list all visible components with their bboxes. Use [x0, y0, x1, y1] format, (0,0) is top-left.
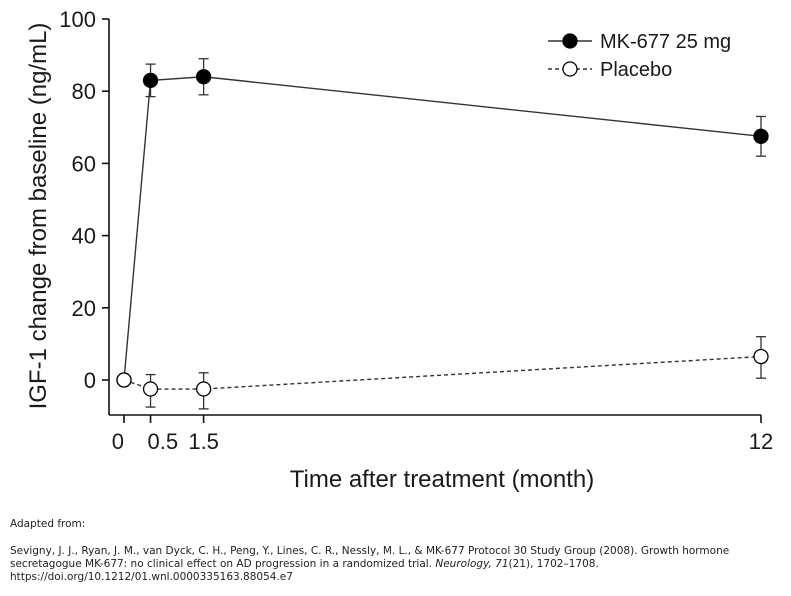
data-point — [195, 381, 212, 397]
series-line — [123, 355, 762, 390]
chart: 0 20 40 60 80 100 0 0.5 1.5 12 MK-677 25 mg Place… — [25, 7, 773, 493]
data-point — [753, 128, 769, 144]
data-point — [142, 72, 159, 89]
data-point — [116, 372, 132, 388]
data-point — [753, 348, 769, 365]
x-tick-label: 12 — [749, 429, 773, 454]
y-axis-label: IGF-1 change from baseline (ng/mL) — [25, 23, 52, 410]
y-tick-label: 60 — [72, 151, 96, 176]
series-placebo — [116, 336, 769, 410]
y-tick-label: 100 — [59, 7, 96, 32]
x-axis-label: Time after treatment (month) — [290, 466, 595, 493]
legend-marker — [562, 33, 578, 49]
legend: MK-677 25 mg Placebo — [548, 31, 731, 81]
data-point — [195, 69, 212, 85]
y-axis-ticks: 0 20 40 60 80 100 — [59, 7, 109, 393]
data-point — [142, 381, 159, 397]
caption-reference: Sevigny, J. J., Ryan, J. M., van Dyck, C… — [10, 545, 780, 584]
y-tick-label: 0 — [84, 368, 96, 393]
legend-label: MK-677 25 mg — [600, 31, 731, 53]
y-tick-label: 20 — [72, 296, 96, 321]
x-axis-ticks: 0 0.5 1.5 12 — [112, 415, 773, 454]
series-line — [123, 76, 762, 381]
legend-label: Placebo — [600, 59, 672, 81]
x-tick-label: 0.5 — [148, 429, 179, 454]
caption-intro: Adapted from: — [10, 518, 86, 530]
x-tick-label: 1.5 — [188, 429, 219, 454]
reference-doi: https://doi.org/10.1212/01.wnl.000033516… — [10, 571, 293, 583]
reference-text: Sevigny, J. J., Ryan, J. M., van Dyck, C… — [10, 545, 730, 570]
y-tick-label: 80 — [72, 79, 96, 104]
reference-journal: Neurology, 71 — [435, 558, 509, 570]
legend-marker — [562, 61, 578, 77]
y-tick-label: 40 — [72, 224, 96, 249]
axes — [108, 19, 761, 416]
series-layer — [116, 58, 769, 410]
x-tick-label: 0 — [112, 429, 124, 454]
reference-pages: (21), 1702–1708. — [508, 558, 599, 570]
series-mk-677 — [116, 58, 769, 388]
